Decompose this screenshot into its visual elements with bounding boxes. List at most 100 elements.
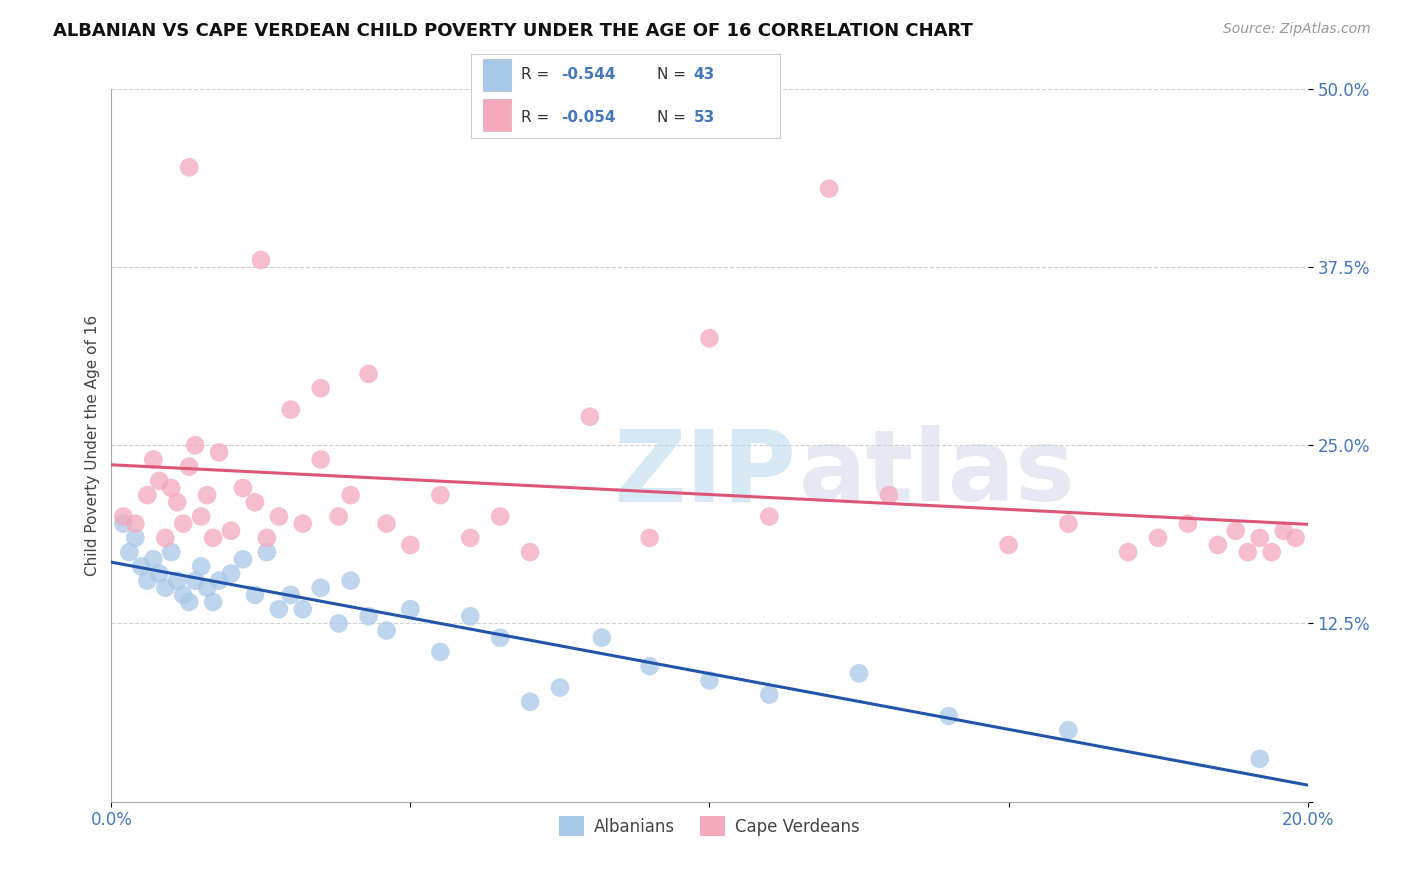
Point xyxy=(1284,531,1306,545)
Point xyxy=(638,531,661,545)
Point xyxy=(172,516,194,531)
Point xyxy=(1177,516,1199,531)
Point xyxy=(328,509,350,524)
Point xyxy=(758,509,780,524)
Point xyxy=(375,624,398,638)
Point xyxy=(232,552,254,566)
Point xyxy=(519,545,541,559)
Point xyxy=(848,666,870,681)
Point xyxy=(309,381,332,395)
Point xyxy=(1249,752,1271,766)
Point xyxy=(250,252,273,267)
Point xyxy=(131,559,153,574)
Point xyxy=(155,531,177,545)
Point xyxy=(179,459,201,474)
Text: atlas: atlas xyxy=(799,425,1076,522)
Point xyxy=(148,566,170,581)
Point xyxy=(179,161,201,175)
Text: N =: N = xyxy=(657,67,690,82)
Point xyxy=(280,402,302,417)
Point xyxy=(136,488,159,502)
Point xyxy=(172,588,194,602)
Point xyxy=(357,367,380,381)
Point xyxy=(219,566,242,581)
Point xyxy=(309,452,332,467)
FancyBboxPatch shape xyxy=(484,99,512,131)
Point xyxy=(124,516,146,531)
Point xyxy=(1116,545,1139,559)
Point xyxy=(208,574,231,588)
Point xyxy=(190,559,212,574)
Text: ZIP: ZIP xyxy=(614,425,797,522)
Point xyxy=(458,531,481,545)
Point xyxy=(818,182,841,196)
Point xyxy=(112,516,135,531)
Point xyxy=(519,695,541,709)
Point xyxy=(339,574,361,588)
Text: ALBANIAN VS CAPE VERDEAN CHILD POVERTY UNDER THE AGE OF 16 CORRELATION CHART: ALBANIAN VS CAPE VERDEAN CHILD POVERTY U… xyxy=(53,22,973,40)
Point xyxy=(309,581,332,595)
Text: R =: R = xyxy=(520,67,554,82)
Point xyxy=(339,488,361,502)
Point xyxy=(429,488,451,502)
Point xyxy=(489,509,512,524)
Point xyxy=(1249,531,1271,545)
Point xyxy=(195,488,218,502)
Point xyxy=(160,481,183,495)
Point xyxy=(938,709,960,723)
Point xyxy=(256,531,278,545)
Point xyxy=(160,545,183,559)
Point xyxy=(232,481,254,495)
Point xyxy=(638,659,661,673)
Point xyxy=(166,574,188,588)
Point xyxy=(148,474,170,488)
Point xyxy=(184,574,207,588)
Point xyxy=(195,581,218,595)
Point xyxy=(1147,531,1170,545)
Point xyxy=(142,552,165,566)
Point xyxy=(591,631,613,645)
Point xyxy=(118,545,141,559)
Point xyxy=(190,509,212,524)
Point xyxy=(1057,516,1080,531)
FancyBboxPatch shape xyxy=(484,59,512,91)
Point xyxy=(877,488,900,502)
Point xyxy=(1260,545,1282,559)
Point xyxy=(579,409,602,424)
Point xyxy=(489,631,512,645)
Point xyxy=(267,509,290,524)
Point xyxy=(1057,723,1080,738)
Point xyxy=(429,645,451,659)
Point xyxy=(458,609,481,624)
Point xyxy=(1206,538,1229,552)
Text: Source: ZipAtlas.com: Source: ZipAtlas.com xyxy=(1223,22,1371,37)
Point xyxy=(291,516,314,531)
Point xyxy=(548,681,571,695)
Point xyxy=(399,602,422,616)
Point xyxy=(243,495,266,509)
Point xyxy=(202,595,225,609)
Point xyxy=(1272,524,1295,538)
Point xyxy=(208,445,231,459)
Point xyxy=(328,616,350,631)
Point xyxy=(155,581,177,595)
Text: N =: N = xyxy=(657,110,690,125)
Text: -0.544: -0.544 xyxy=(561,67,616,82)
Point xyxy=(280,588,302,602)
Point xyxy=(1236,545,1258,559)
Point xyxy=(758,688,780,702)
Point xyxy=(357,609,380,624)
Text: 43: 43 xyxy=(693,67,716,82)
Point xyxy=(219,524,242,538)
Point xyxy=(375,516,398,531)
Point xyxy=(136,574,159,588)
Point xyxy=(291,602,314,616)
Point xyxy=(997,538,1019,552)
Point xyxy=(399,538,422,552)
Point xyxy=(142,452,165,467)
Point xyxy=(256,545,278,559)
Point xyxy=(267,602,290,616)
Point xyxy=(184,438,207,452)
Point xyxy=(699,331,721,345)
Text: -0.054: -0.054 xyxy=(561,110,616,125)
